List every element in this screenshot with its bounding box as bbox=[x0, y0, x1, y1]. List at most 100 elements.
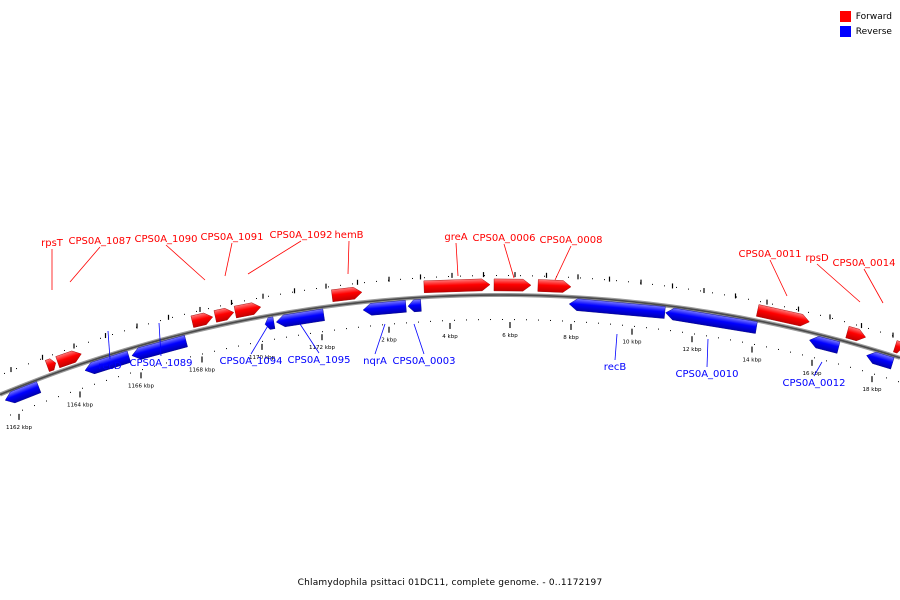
ruler-dot-inner bbox=[382, 324, 383, 326]
forward-leader-line bbox=[347, 240, 350, 275]
legend: Forward Reverse bbox=[839, 9, 892, 39]
ruler-dot-inner bbox=[430, 320, 431, 322]
forward-leader-line bbox=[503, 243, 515, 279]
forward-gene-arrow bbox=[190, 312, 214, 328]
ruler-dot-inner bbox=[346, 328, 347, 330]
kbp-tick-label: 16 kbp bbox=[803, 371, 822, 377]
reverse-leader-line bbox=[706, 338, 709, 368]
ruler-dot-inner bbox=[550, 319, 551, 321]
ruler-dot-outer bbox=[400, 278, 401, 280]
ruler-dot-inner bbox=[490, 319, 491, 321]
ruler-dot-inner bbox=[406, 322, 407, 324]
legend-reverse: Reverse bbox=[839, 24, 892, 39]
reverse-gene-arrow bbox=[407, 299, 422, 313]
ruler-dot-inner bbox=[622, 324, 623, 326]
ruler-dot-inner bbox=[454, 319, 455, 321]
forward-leader-line bbox=[554, 245, 572, 281]
ruler-dot-outer bbox=[580, 277, 581, 279]
forward-gene-arrow bbox=[44, 358, 56, 372]
forward-gene-label: CPS0A_0006 bbox=[472, 233, 535, 244]
ruler-dot-outer bbox=[868, 327, 869, 329]
ruler-dot-outer bbox=[472, 275, 473, 277]
ruler-dot-inner bbox=[166, 362, 167, 364]
ruler-dot-inner bbox=[526, 319, 527, 321]
ruler-dot-outer bbox=[280, 293, 281, 295]
ruler-dot-inner bbox=[802, 354, 803, 356]
ruler-dot-inner bbox=[730, 339, 731, 341]
ruler-dot-outer bbox=[28, 363, 29, 365]
ruler-dot-inner bbox=[70, 391, 71, 393]
ruler-dot-inner bbox=[274, 338, 275, 340]
reverse-leader-line bbox=[614, 333, 618, 361]
legend-forward-label: Forward bbox=[855, 11, 892, 22]
ruler-dot-inner bbox=[754, 343, 755, 345]
ruler-dot-outer bbox=[628, 281, 629, 283]
ruler-dot-inner bbox=[238, 345, 239, 347]
forward-gene-arrow bbox=[845, 326, 866, 342]
ruler-dot-outer bbox=[376, 280, 377, 282]
forward-gene-label: rpsT bbox=[41, 238, 64, 249]
reverse-gene-arrow bbox=[4, 381, 42, 404]
kbp-tick-label: 1164 kbp bbox=[67, 402, 93, 408]
reverse-gene-label: nqrA bbox=[363, 356, 387, 367]
ruler-dot-outer bbox=[508, 275, 509, 277]
reverse-gene-arrow bbox=[264, 316, 276, 330]
forward-gene-arrow bbox=[55, 350, 82, 369]
forward-gene-arrow bbox=[423, 278, 491, 294]
ruler-dot-inner bbox=[250, 343, 251, 345]
reverse-gene-arrow bbox=[362, 300, 407, 316]
reverse-leader-line bbox=[374, 323, 386, 355]
ruler-dot-outer bbox=[676, 286, 677, 288]
kbp-tick-label: 6 kbp bbox=[502, 333, 518, 339]
ruler-dot-outer bbox=[172, 316, 173, 318]
forward-gene-label: CPS0A_0011 bbox=[738, 249, 801, 260]
ruler-dot-inner bbox=[598, 322, 599, 324]
ruler-dot-outer bbox=[568, 276, 569, 278]
ruler-dot-outer bbox=[724, 294, 725, 296]
ruler-dot-inner bbox=[538, 319, 539, 321]
ruler-dot-inner bbox=[298, 334, 299, 336]
ruler-dot-inner bbox=[826, 360, 827, 362]
forward-gene-label: rpsD bbox=[805, 253, 829, 264]
reverse-gene-label: CPS0A_1094 bbox=[219, 356, 282, 367]
forward-leader-line bbox=[863, 268, 884, 304]
ruler-dot-inner bbox=[322, 331, 323, 333]
ruler-dot-outer bbox=[352, 283, 353, 285]
ruler-dot-outer bbox=[184, 313, 185, 315]
ruler-dot-inner bbox=[814, 357, 815, 359]
ruler-dot-inner bbox=[850, 366, 851, 368]
ruler-dot-outer bbox=[112, 334, 113, 336]
ruler-dot-outer bbox=[76, 345, 77, 347]
ruler-dot-outer bbox=[688, 288, 689, 290]
ruler-dot-inner bbox=[106, 379, 107, 381]
ruler-dot-inner bbox=[34, 405, 35, 407]
forward-gene-arrow bbox=[213, 308, 235, 323]
ruler-dot-inner bbox=[466, 319, 467, 321]
ruler-dot-inner bbox=[886, 377, 887, 379]
legend-reverse-label: Reverse bbox=[855, 26, 892, 37]
ruler-dot-outer bbox=[40, 358, 41, 360]
forward-gene-arrow bbox=[537, 279, 572, 293]
ruler-dot-outer bbox=[232, 302, 233, 304]
ruler-dot-outer bbox=[304, 289, 305, 291]
figure-caption: Chlamydophila psittaci 01DC11, complete … bbox=[297, 578, 603, 588]
reverse-gene-arrow bbox=[84, 350, 131, 375]
ruler-dot-inner bbox=[370, 325, 371, 327]
ruler-dot-inner bbox=[334, 329, 335, 331]
ruler-dot-outer bbox=[856, 324, 857, 326]
ruler-dot-outer bbox=[808, 311, 809, 313]
ruler-dot-inner bbox=[574, 321, 575, 323]
ruler-dot-outer bbox=[760, 301, 761, 303]
ruler-dot-inner bbox=[154, 365, 155, 367]
forward-gene-arrow bbox=[893, 340, 900, 354]
ruler-dot-inner bbox=[142, 369, 143, 371]
forward-gene-label: CPS0A_1092 bbox=[269, 230, 332, 241]
ruler-dot-outer bbox=[436, 276, 437, 278]
kbp-tick-label: 1170 kbp bbox=[249, 355, 275, 361]
ruler-dot-outer bbox=[148, 323, 149, 325]
ruler-dot-outer bbox=[4, 372, 5, 374]
ruler-dot-inner bbox=[418, 321, 419, 323]
ruler-dot-outer bbox=[496, 275, 497, 277]
ruler-dot-inner bbox=[790, 351, 791, 353]
forward-leader-line bbox=[69, 246, 101, 283]
